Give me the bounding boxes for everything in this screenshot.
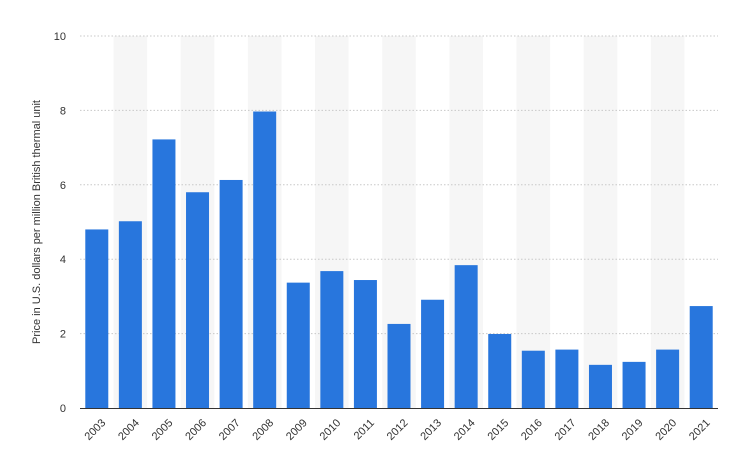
bar-2020: [656, 349, 680, 408]
bar-2007: [219, 179, 243, 408]
x-tick-label: 2007: [217, 417, 243, 443]
bar-2021: [689, 306, 713, 408]
x-tick-label: 2013: [418, 417, 444, 443]
bar-2003: [85, 229, 109, 408]
background-band: [516, 36, 551, 408]
x-tick-label: 2020: [653, 417, 679, 443]
y-tick-label: 10: [54, 31, 66, 43]
bar-2014: [454, 265, 478, 408]
bar-2005: [152, 139, 176, 408]
bar-2008: [253, 111, 277, 409]
x-tick-label: 2009: [284, 417, 310, 443]
x-tick-label: 2005: [150, 417, 176, 443]
bar-2019: [622, 361, 646, 408]
y-tick-label: 6: [60, 180, 66, 192]
bar-2016: [521, 350, 545, 408]
bars: [85, 111, 713, 409]
background-band: [650, 36, 685, 408]
x-tick-label: 2012: [385, 417, 411, 443]
bar-2017: [555, 349, 579, 408]
bar-2006: [186, 192, 210, 408]
x-tick-label: 2016: [519, 417, 545, 443]
y-tick-label: 0: [60, 403, 66, 415]
y-tick-label: 2: [60, 329, 66, 341]
bar-2004: [118, 221, 142, 408]
x-tick-label: 2008: [250, 417, 276, 443]
x-tick-label: 2011: [352, 417, 377, 442]
x-tick-label: 2003: [83, 417, 109, 443]
x-tick-label: 2021: [687, 417, 713, 443]
bar-2015: [488, 333, 512, 408]
bar-2010: [320, 271, 344, 408]
bar-2011: [353, 280, 377, 408]
x-tick-label: 2018: [586, 417, 612, 443]
y-tick-label: 4: [60, 254, 66, 266]
bar-2012: [387, 323, 411, 408]
y-axis-label: Price in U.S. dollars per million Britis…: [31, 100, 43, 344]
x-tick-label: 2014: [452, 417, 478, 443]
x-tick-label: 2015: [486, 417, 512, 443]
x-axis-ticks: 2003 2004 2005 2006 2007 2008 2009 2010 2011 2012…: [83, 417, 713, 443]
background-band: [583, 36, 618, 408]
y-tick-label: 8: [60, 105, 66, 117]
y-axis-ticks: 0 2 4 6 8 10: [54, 31, 66, 415]
x-tick-label: 2019: [620, 417, 646, 443]
x-tick-label: 2004: [116, 417, 142, 443]
bar-2009: [286, 282, 310, 408]
x-tick-label: 2010: [318, 417, 344, 443]
x-tick-label: 2017: [553, 417, 579, 443]
x-tick-label: 2006: [183, 417, 209, 443]
bar-2018: [588, 364, 612, 408]
bar-2013: [421, 299, 445, 408]
